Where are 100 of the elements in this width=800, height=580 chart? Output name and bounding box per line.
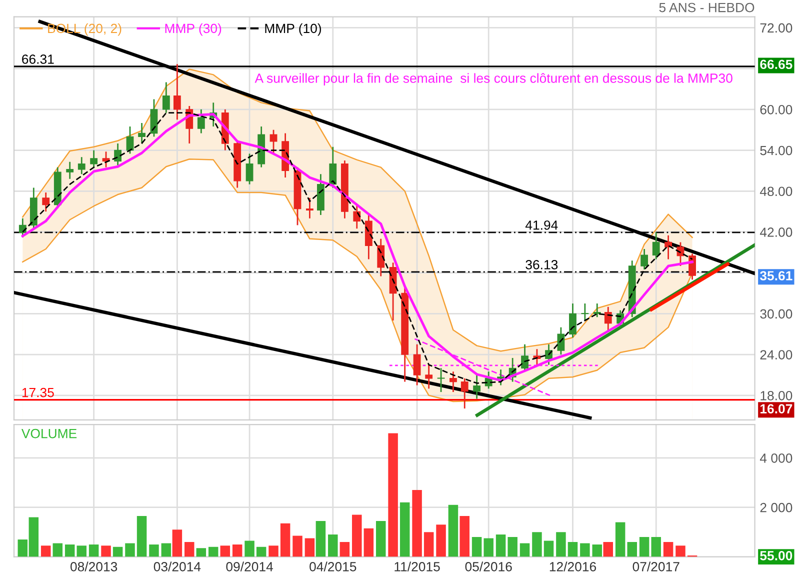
candlestick — [66, 161, 74, 180]
candlestick — [497, 368, 504, 386]
bar — [592, 544, 602, 557]
bar — [328, 534, 338, 557]
bar — [424, 532, 434, 557]
bar — [184, 542, 194, 557]
y-tick-label: 60.00 — [760, 104, 792, 114]
bar — [676, 546, 686, 557]
bar — [364, 528, 374, 557]
bar — [88, 544, 99, 557]
x-tick-label: 03/2014 — [154, 562, 201, 572]
candlestick — [138, 122, 146, 144]
chart-title: VOLUME — [21, 428, 77, 438]
bar — [520, 543, 530, 557]
candlestick — [353, 204, 361, 230]
bar — [436, 524, 446, 557]
bar — [412, 490, 422, 557]
bar — [448, 504, 458, 557]
y-tick-label: 16.07 — [760, 404, 792, 414]
bar — [304, 538, 315, 557]
candlestick — [521, 344, 528, 372]
bar — [244, 540, 254, 557]
y-tick-label: 24.00 — [760, 350, 792, 360]
bar — [603, 542, 614, 557]
y-tick-label: 42.00 — [760, 228, 792, 237]
y-tick-label: 18.00 — [760, 390, 792, 400]
bar — [484, 538, 494, 557]
bar — [532, 532, 542, 557]
y-tick-label: 35.61 — [760, 271, 792, 280]
bar — [352, 514, 362, 557]
bar — [172, 530, 182, 557]
y-tick-label: 72.00 — [760, 23, 792, 33]
bar — [268, 546, 278, 557]
bar — [149, 544, 159, 557]
y-tick-label: 48.00 — [760, 186, 792, 196]
bar — [388, 433, 398, 557]
ref-line-label: 17.35 — [22, 388, 54, 398]
candlestick — [604, 306, 612, 332]
x-tick-label: 08/2013 — [70, 562, 118, 572]
bar — [556, 532, 566, 557]
candlestick — [460, 378, 468, 410]
bar — [651, 537, 661, 557]
x-tick-label: 07/2017 — [632, 562, 680, 572]
ref-line-label: 41.94 — [525, 220, 558, 230]
x-tick-label: 09/2014 — [226, 562, 273, 572]
bar — [208, 546, 218, 557]
bar — [196, 548, 206, 557]
candlestick — [246, 152, 254, 186]
bar — [663, 542, 674, 557]
y-tick-label: 66.65 — [760, 60, 792, 70]
bar — [568, 542, 578, 557]
candlestick — [329, 146, 337, 188]
candlestick — [569, 302, 576, 338]
bar — [580, 543, 590, 557]
x-tick-label: 12/2016 — [550, 562, 596, 572]
bar — [125, 543, 135, 557]
bar — [496, 534, 506, 557]
annotation: A surveiller pour la fin de semaine si les cours clôturent en dessous de la MMP30 — [254, 73, 732, 86]
bar — [376, 520, 386, 557]
candlestick — [90, 150, 98, 168]
bar — [627, 542, 637, 557]
candlestick — [78, 156, 86, 175]
bar — [76, 546, 87, 557]
x-tick-label: 05/2016 — [465, 562, 512, 572]
bar — [64, 544, 75, 557]
bar — [101, 546, 111, 557]
chart-subtitle: 5 ANS - HEBDO — [659, 2, 754, 12]
candlestick — [173, 63, 181, 120]
ref-line-label: 36.13 — [526, 260, 558, 270]
legend-label: MMP (10) — [265, 23, 322, 36]
x-tick-label: 11/2015 — [394, 562, 440, 572]
x-tick-label: 04/2015 — [310, 562, 356, 572]
candlestick — [652, 232, 660, 260]
bar — [508, 537, 518, 557]
candlestick — [306, 197, 314, 220]
bar — [340, 542, 350, 557]
candlestick — [413, 344, 421, 386]
bar — [136, 516, 147, 557]
candlestick — [270, 129, 278, 154]
candlestick — [581, 302, 589, 322]
y-tick-label: 54.00 — [760, 146, 792, 156]
bar — [232, 544, 242, 557]
bar — [161, 543, 172, 557]
y-tick-label: 55.00 — [760, 551, 792, 560]
candlestick — [162, 81, 170, 114]
bar — [292, 536, 302, 557]
candlestick — [593, 302, 601, 318]
bar — [460, 516, 470, 557]
candlestick — [150, 98, 158, 138]
bar — [256, 546, 266, 557]
candlestick — [450, 370, 457, 393]
candlestick — [640, 248, 648, 270]
candlestick — [425, 364, 433, 390]
y-tick-label: 4 000 — [760, 453, 792, 463]
candlestick — [197, 108, 205, 134]
bar — [40, 546, 51, 557]
candlestick — [437, 367, 445, 393]
y-tick-label: 30.00 — [760, 309, 792, 319]
bar — [316, 520, 326, 557]
candlestick — [42, 192, 50, 212]
